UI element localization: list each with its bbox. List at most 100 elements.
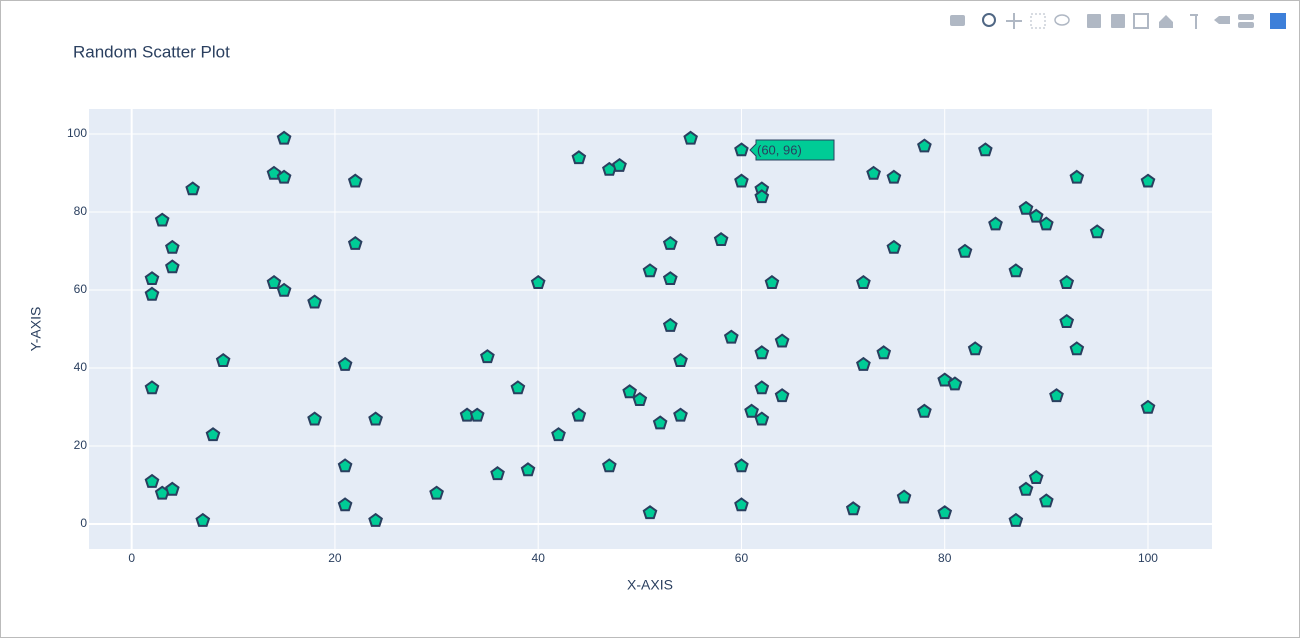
point — [754, 411, 770, 426]
point — [856, 356, 871, 371]
point — [429, 485, 444, 500]
point — [571, 150, 587, 165]
point — [957, 243, 973, 258]
point — [774, 388, 790, 403]
point — [530, 274, 546, 289]
point — [469, 407, 485, 422]
point — [1089, 224, 1105, 239]
point — [734, 142, 749, 157]
point — [856, 274, 871, 289]
point — [520, 462, 536, 477]
point — [754, 189, 770, 204]
zoom-in-icon[interactable] — [1087, 14, 1101, 28]
x-tick-label: 80 — [938, 551, 952, 565]
point — [185, 181, 200, 196]
toolbar — [950, 13, 1286, 29]
point — [1059, 274, 1075, 289]
point — [652, 415, 668, 430]
box-select-icon[interactable] — [1030, 13, 1046, 29]
point — [165, 239, 180, 254]
point — [307, 411, 322, 426]
x-tick-label: 60 — [735, 551, 749, 565]
point — [612, 157, 627, 172]
point — [1140, 173, 1156, 188]
plotly-logo[interactable] — [1270, 13, 1286, 29]
point — [744, 403, 759, 418]
point — [144, 286, 160, 301]
point — [551, 427, 566, 442]
lasso-icon[interactable] — [1054, 14, 1070, 26]
hover-compare-icon[interactable] — [1238, 14, 1254, 20]
point — [1028, 208, 1044, 223]
y-tick-label: 80 — [74, 204, 88, 218]
y-tick-label: 20 — [74, 438, 88, 452]
point — [937, 505, 953, 520]
point — [642, 263, 658, 278]
point — [967, 341, 983, 356]
point — [1008, 263, 1024, 278]
y-tick-label: 0 — [80, 516, 87, 530]
point — [347, 235, 363, 250]
point — [276, 169, 292, 184]
point — [1039, 493, 1054, 508]
point — [734, 173, 749, 188]
point — [713, 232, 729, 246]
point — [673, 407, 688, 422]
autoscale-icon[interactable] — [1133, 13, 1149, 29]
point — [886, 239, 902, 254]
point — [845, 501, 861, 516]
y-tick-label: 40 — [74, 360, 88, 374]
zoom-out-icon[interactable] — [1111, 14, 1125, 28]
point — [978, 142, 993, 157]
point — [947, 376, 963, 391]
point — [1140, 399, 1156, 414]
point — [337, 458, 353, 473]
chart-title: Random Scatter Plot — [73, 42, 230, 61]
point — [764, 274, 780, 289]
point — [571, 407, 587, 422]
point — [1039, 216, 1054, 231]
plot-area — [89, 109, 1212, 549]
x-tick-label: 40 — [532, 551, 546, 565]
point — [642, 505, 658, 520]
x-tick-label: 0 — [128, 551, 135, 565]
point — [337, 497, 353, 512]
point — [683, 130, 698, 145]
point — [886, 169, 902, 184]
point — [1018, 481, 1034, 496]
point — [276, 130, 292, 145]
point — [205, 427, 221, 442]
point — [368, 512, 383, 527]
point — [1059, 313, 1075, 328]
point — [144, 271, 160, 285]
point — [662, 271, 678, 285]
point — [1018, 200, 1034, 215]
point — [917, 403, 932, 418]
point — [307, 294, 322, 309]
pan-icon[interactable] — [1006, 13, 1022, 29]
camera-icon[interactable] — [950, 15, 965, 26]
point — [622, 384, 637, 399]
hover-tooltip: (60, 96) — [749, 139, 835, 161]
point — [754, 345, 770, 360]
x-tick-label: 20 — [328, 551, 342, 565]
hover-closest-icon[interactable] — [1214, 16, 1230, 24]
zoom-icon[interactable] — [982, 13, 996, 27]
point — [165, 259, 180, 274]
point — [1069, 341, 1085, 356]
point — [876, 345, 892, 360]
point — [337, 356, 353, 371]
point — [215, 352, 231, 367]
home-icon[interactable] — [1159, 15, 1173, 28]
x-tick-label: 100 — [1138, 551, 1158, 565]
point — [510, 380, 526, 395]
point — [266, 274, 282, 289]
spike-icon[interactable] — [1190, 14, 1198, 29]
point — [1049, 388, 1064, 403]
point — [368, 411, 383, 426]
point — [490, 466, 505, 481]
hover-compare-icon[interactable] — [1238, 22, 1254, 28]
point — [1008, 512, 1024, 527]
point — [632, 391, 648, 406]
